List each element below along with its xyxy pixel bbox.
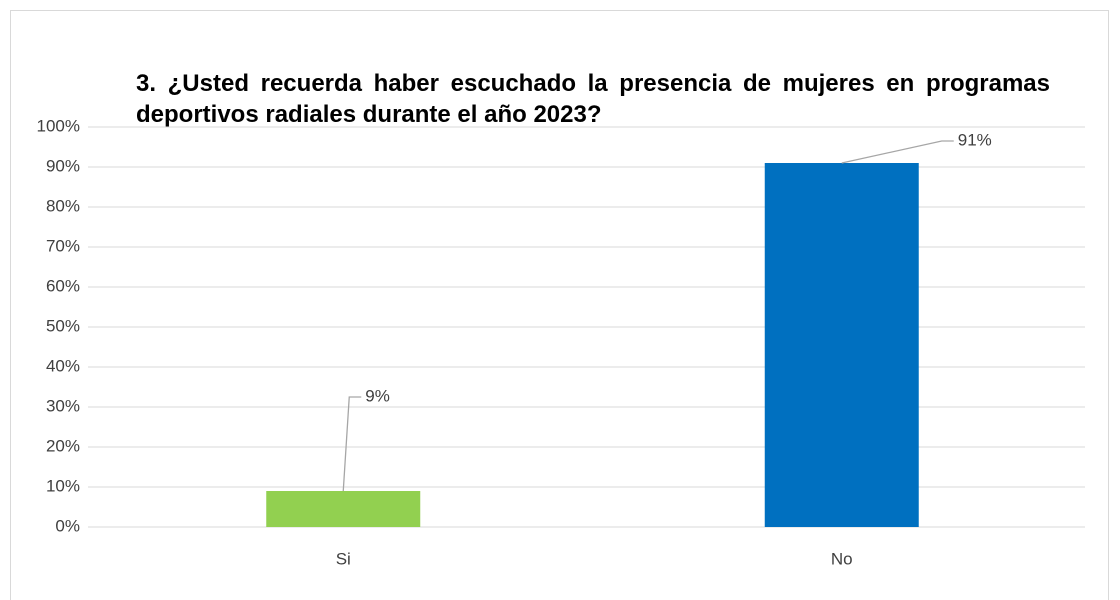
bar (764, 163, 919, 527)
y-tick-label: 0% (55, 516, 80, 535)
y-tick-label: 10% (46, 476, 80, 495)
leader-line (841, 140, 954, 164)
x-tick-label: No (831, 549, 853, 568)
data-label: 91% (958, 130, 992, 149)
y-tick-label: 70% (46, 236, 80, 255)
x-tick-label: Si (336, 549, 351, 568)
leader-line (342, 396, 362, 492)
chart-title: 3. ¿Usted recuerda haber escuchado la pr… (136, 70, 1050, 128)
y-tick-label: 30% (46, 396, 80, 415)
bar (266, 491, 421, 527)
data-label: 9% (365, 386, 390, 405)
y-tick-label: 20% (46, 436, 80, 455)
y-tick-label: 50% (46, 316, 80, 335)
y-tick-label: 80% (46, 196, 80, 215)
chart-frame (10, 10, 1109, 600)
y-tick-label: 90% (46, 156, 80, 175)
y-tick-label: 60% (46, 276, 80, 295)
y-tick-label: 100% (37, 116, 80, 135)
y-tick-label: 40% (46, 356, 80, 375)
